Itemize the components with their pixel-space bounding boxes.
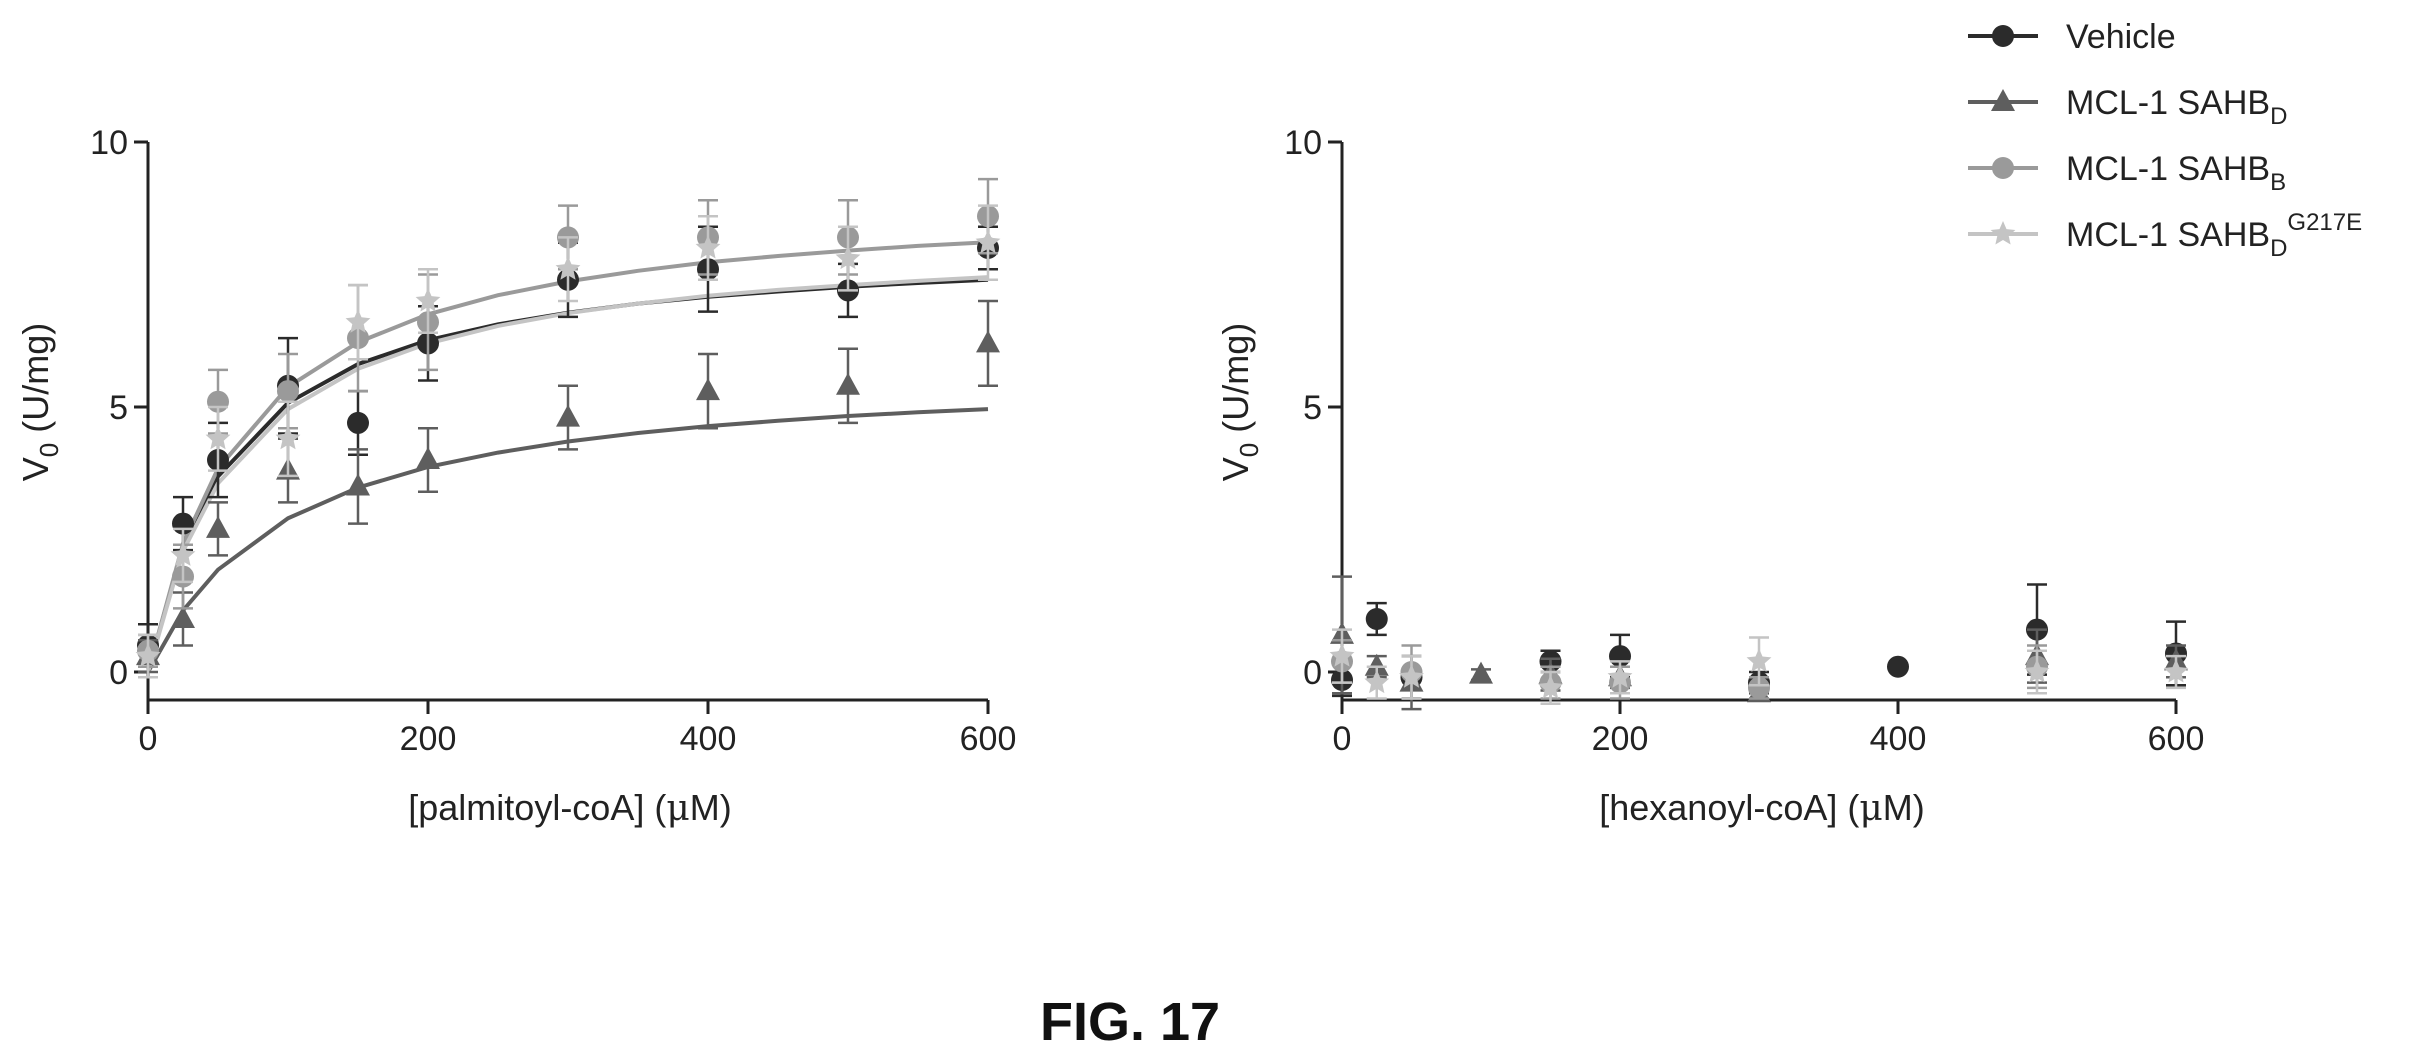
fit-curve-series-1 xyxy=(146,407,989,673)
svg-text:V0 (U/mg): V0 (U/mg) xyxy=(1215,323,1264,481)
data-point-series-1 xyxy=(976,330,1000,353)
data-point-series-0 xyxy=(1887,655,1909,678)
data-point-series-0 xyxy=(347,411,369,434)
data-point-series-0 xyxy=(1365,608,1388,630)
data-point-series-3 xyxy=(135,643,161,667)
x-tick-label: 200 xyxy=(400,720,457,758)
y-tick-label: 10 xyxy=(1284,124,1322,162)
legend-label: MCL-1 SAHBDG217E xyxy=(2066,209,2362,262)
legend-entry-3: MCL-1 SAHBDG217E xyxy=(1968,209,2362,262)
fit-curve-series-0 xyxy=(146,277,989,673)
data-point-series-3 xyxy=(1329,643,1355,667)
x-axis-label-left: [palmitoyl-coA] (μM) xyxy=(408,787,731,829)
y-axis-label-main: V xyxy=(15,457,56,481)
legend-entry-0: Vehicle xyxy=(1968,18,2176,56)
y-axis-label-sub: 0 xyxy=(1234,443,1264,457)
data-point-series-3 xyxy=(1746,648,1772,672)
x-tick-label: 400 xyxy=(1870,720,1927,758)
data-point-series-3 xyxy=(1364,669,1390,694)
y-tick-label: 0 xyxy=(1303,654,1322,692)
x-tick-label: 0 xyxy=(139,720,158,758)
data-point-series-3 xyxy=(1399,664,1424,688)
legend-label: MCL-1 SAHBB xyxy=(2066,150,2286,196)
legend-marker xyxy=(1990,221,2016,245)
data-point-series-3 xyxy=(555,256,581,280)
data-point-series-3 xyxy=(275,425,301,450)
data-point-series-1 xyxy=(206,515,230,538)
data-point-series-3 xyxy=(1538,674,1563,699)
legend-label: MCL-1 SAHBD xyxy=(2066,84,2287,130)
data-point-series-3 xyxy=(2163,659,2189,683)
data-point-series-3 xyxy=(2024,659,2050,683)
fit-curve-series-3 xyxy=(146,275,989,673)
y-axis-label-rest: (U/mg) xyxy=(1215,323,1256,443)
figure-label: FIG. 17 xyxy=(1040,992,1220,1052)
y-tick-label: 10 xyxy=(90,124,128,162)
data-point-series-3 xyxy=(415,288,441,312)
x-axis-label-right: [hexanoyl-coA] (μM) xyxy=(1599,787,1925,829)
data-point-series-1 xyxy=(346,473,370,496)
legend-entry-1: MCL-1 SAHBD xyxy=(1968,84,2287,130)
y-axis-label-rest: (U/mg) xyxy=(15,323,56,443)
x-tick-label: 200 xyxy=(1592,720,1649,758)
x-tick-label: 400 xyxy=(680,720,737,758)
data-point-series-3 xyxy=(205,425,231,450)
data-point-series-3 xyxy=(170,542,196,566)
svg-text:V0 (U/mg): V0 (U/mg) xyxy=(15,323,64,481)
legend-marker xyxy=(1992,157,2014,179)
legend-entry-2: MCL-1 SAHBB xyxy=(1968,150,2286,196)
x-tick-label: 600 xyxy=(2148,720,2205,758)
fit-curve-series-2 xyxy=(146,240,989,673)
data-point-series-1 xyxy=(836,372,860,395)
data-point-series-3 xyxy=(345,309,371,333)
y-axis-label-sub: 0 xyxy=(34,443,64,457)
data-point-series-1 xyxy=(171,606,195,628)
y-axis-label-right: V0 (U/mg) xyxy=(1215,323,1264,481)
data-point-series-1 xyxy=(556,404,580,427)
data-point-series-1 xyxy=(696,378,720,401)
x-tick-label: 600 xyxy=(960,720,1017,758)
x-tick-label: 0 xyxy=(1333,720,1352,758)
legend-label: Vehicle xyxy=(2066,18,2176,56)
y-tick-label: 5 xyxy=(109,389,128,427)
y-tick-label: 0 xyxy=(109,654,128,692)
data-point-series-2 xyxy=(277,380,299,403)
data-point-series-2 xyxy=(1748,676,1770,699)
data-point-series-3 xyxy=(695,235,721,259)
data-point-series-1 xyxy=(1469,661,1493,684)
data-point-series-3 xyxy=(975,229,1001,254)
y-axis-label-main: V xyxy=(1215,457,1256,481)
data-point-series-1 xyxy=(416,447,440,469)
data-point-series-3 xyxy=(1607,664,1633,688)
legend-marker xyxy=(1991,89,2015,111)
legend: Vehicle MCL-1 SAHBD MCL-1 SAHBB MCL-1 SAHBD… xyxy=(1968,18,2362,262)
y-axis-label-left: V0 (U/mg) xyxy=(15,323,64,481)
data-point-series-3 xyxy=(835,245,861,270)
data-point-series-1 xyxy=(1364,653,1389,676)
legend-marker xyxy=(1992,25,2014,47)
y-tick-label: 5 xyxy=(1303,389,1322,427)
